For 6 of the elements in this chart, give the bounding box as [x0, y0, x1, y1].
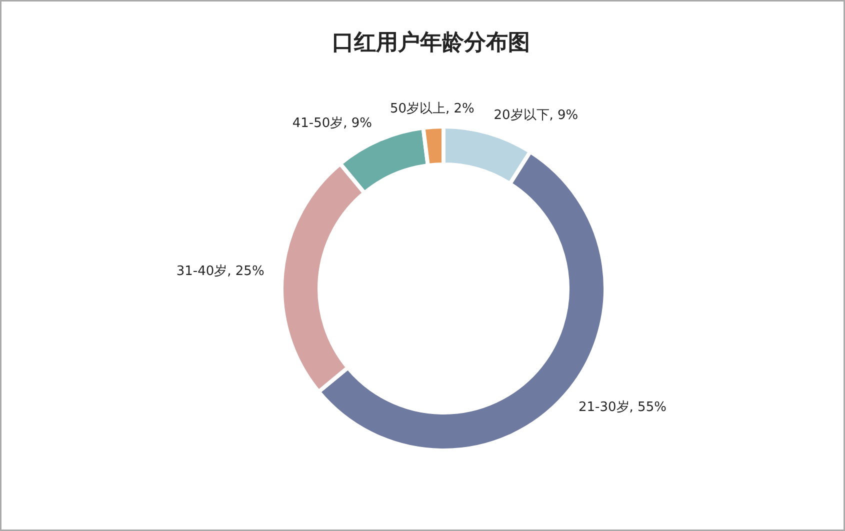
- slice-label: 21-30岁, 55%: [578, 400, 666, 416]
- chart-title: 口红用户年龄分布图: [332, 30, 530, 56]
- slice-label: 41-50岁, 9%: [292, 116, 372, 131]
- slice-label: 31-40岁, 25%: [176, 264, 264, 280]
- slice-label: 20岁以下, 9%: [494, 108, 578, 124]
- slice-label: 50岁以上, 2%: [390, 101, 474, 116]
